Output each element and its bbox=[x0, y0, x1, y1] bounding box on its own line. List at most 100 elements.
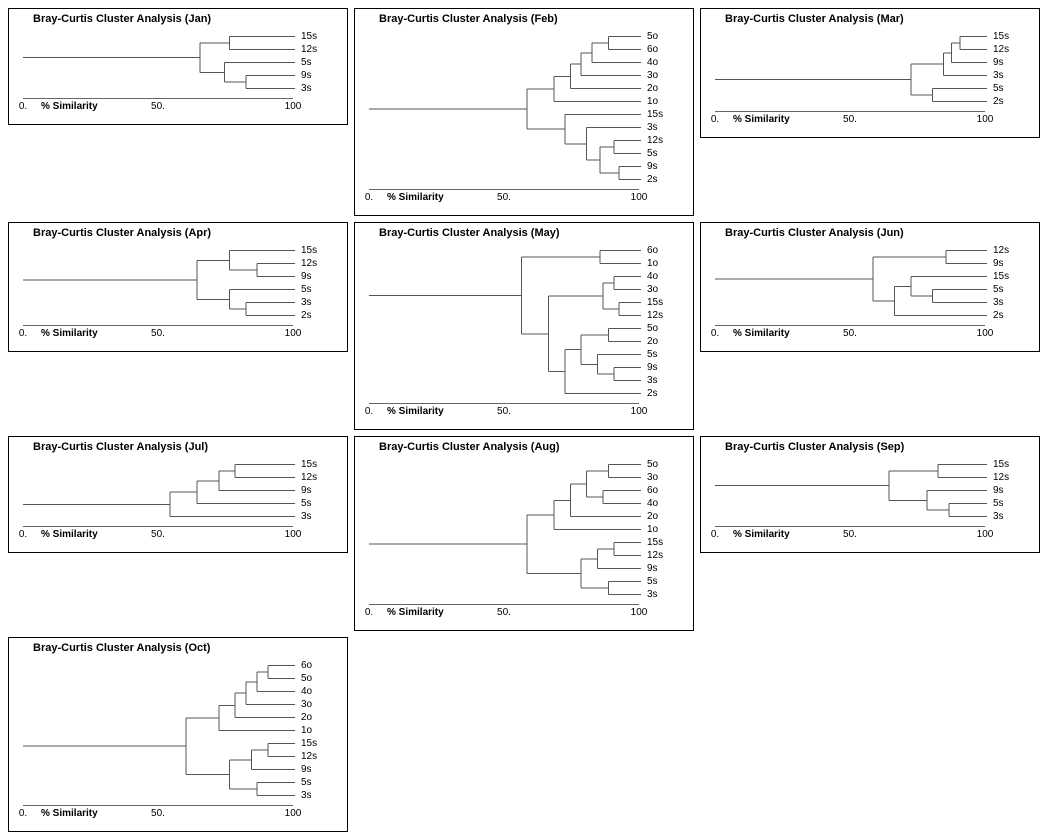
panel-title: Bray-Curtis Cluster Analysis (Jul) bbox=[33, 441, 208, 453]
axis-line bbox=[715, 526, 985, 527]
leaf-label: 5s bbox=[301, 284, 312, 295]
leaf-label: 15s bbox=[647, 537, 663, 548]
panel-title: Bray-Curtis Cluster Analysis (Mar) bbox=[725, 13, 904, 25]
axis-tick: 0. bbox=[19, 808, 27, 819]
plot-area: 15s12s9s5s3s bbox=[715, 455, 985, 526]
axis-tick: 0. bbox=[19, 101, 27, 112]
axis-line bbox=[23, 526, 293, 527]
leaf-label: 1o bbox=[647, 96, 658, 107]
axis-tick: 50. bbox=[151, 101, 165, 112]
leaf-label: 6o bbox=[301, 660, 312, 671]
dendrogram-panel: Bray-Curtis Cluster Analysis (Apr)15s12s… bbox=[8, 222, 348, 352]
axis-tick: 0. bbox=[711, 328, 719, 339]
leaf-label: 3s bbox=[301, 297, 312, 308]
axis-line bbox=[715, 111, 985, 112]
leaf-label: 12s bbox=[301, 472, 317, 483]
axis-tick: 100 bbox=[977, 529, 994, 540]
axis-line bbox=[23, 325, 293, 326]
plot-area: 5o6o4o3o2o1o15s3s12s5s9s2s bbox=[369, 27, 639, 189]
dendrogram-svg bbox=[23, 656, 295, 805]
axis: 0.50.100% Similarity bbox=[369, 403, 639, 423]
dendrogram-panel: Bray-Curtis Cluster Analysis (May)6o1o4o… bbox=[354, 222, 694, 430]
leaf-label: 12s bbox=[993, 472, 1009, 483]
dendrogram-svg bbox=[369, 455, 641, 604]
leaf-label: 2o bbox=[647, 83, 658, 94]
dendrogram-panel: Bray-Curtis Cluster Analysis (Jan) 15s12s… bbox=[8, 8, 348, 125]
leaf-label: 1o bbox=[647, 524, 658, 535]
axis-line bbox=[369, 604, 639, 605]
leaf-label: 12s bbox=[301, 44, 317, 55]
leaf-label: 5s bbox=[993, 284, 1004, 295]
plot-area: 6o5o4o3o2o1o15s12s9s5s3s bbox=[23, 656, 293, 805]
axis-tick: 100 bbox=[631, 192, 648, 203]
axis-tick: 50. bbox=[151, 808, 165, 819]
panel-title: Bray-Curtis Cluster Analysis (Jan) bbox=[33, 13, 211, 25]
axis-label: % Similarity bbox=[41, 529, 98, 540]
leaf-label: 4o bbox=[647, 271, 658, 282]
panel-title: Bray-Curtis Cluster Analysis (Sep) bbox=[725, 441, 904, 453]
dendrogram-svg bbox=[369, 27, 641, 189]
axis: 0.50.100% Similarity bbox=[23, 98, 293, 118]
leaf-label: 4o bbox=[647, 57, 658, 68]
leaf-label: 6o bbox=[647, 245, 658, 256]
axis: 0.50.100% Similarity bbox=[715, 325, 985, 345]
leaf-label: 5s bbox=[993, 498, 1004, 509]
leaf-label: 3s bbox=[647, 375, 658, 386]
leaf-label: 3s bbox=[301, 790, 312, 801]
axis-tick: 0. bbox=[365, 607, 373, 618]
leaf-label: 15s bbox=[647, 297, 663, 308]
leaf-label: 5s bbox=[301, 57, 312, 68]
dendrogram-grid: Bray-Curtis Cluster Analysis (Jan)15s12s… bbox=[8, 8, 1038, 832]
plot-area: 15s12s5s9s3s bbox=[23, 27, 293, 98]
dendrogram-panel: Bray-Curtis Cluster Analysis (Sep) 15s12s… bbox=[700, 436, 1040, 553]
plot-area: 15s12s9s5s3s bbox=[23, 455, 293, 526]
axis-tick: 0. bbox=[711, 114, 719, 125]
panel-title: Bray-Curtis Cluster Analysis (Jun) bbox=[725, 227, 904, 239]
leaf-label: 9s bbox=[993, 57, 1004, 68]
axis-label: % Similarity bbox=[41, 808, 98, 819]
leaf-label: 2o bbox=[301, 712, 312, 723]
leaf-label: 6o bbox=[647, 44, 658, 55]
leaf-label: 9s bbox=[647, 563, 658, 574]
leaf-label: 12s bbox=[993, 245, 1009, 256]
leaf-label: 12s bbox=[993, 44, 1009, 55]
leaf-label: 5o bbox=[647, 459, 658, 470]
axis-tick: 0. bbox=[19, 529, 27, 540]
leaf-label: 2s bbox=[993, 310, 1004, 321]
axis-tick: 100 bbox=[285, 808, 302, 819]
axis: 0.50.100% Similarity bbox=[369, 604, 639, 624]
leaf-label: 2o bbox=[647, 336, 658, 347]
leaf-label: 2s bbox=[647, 388, 658, 399]
axis-label: % Similarity bbox=[387, 192, 444, 203]
leaf-label: 6o bbox=[647, 485, 658, 496]
axis-tick: 100 bbox=[631, 607, 648, 618]
dendrogram-svg bbox=[23, 455, 295, 526]
leaf-label: 15s bbox=[301, 738, 317, 749]
axis-tick: 50. bbox=[843, 114, 857, 125]
leaf-label: 3s bbox=[301, 83, 312, 94]
plot-area: 5o3o6o4o2o1o15s12s9s5s3s bbox=[369, 455, 639, 604]
axis-line bbox=[23, 805, 293, 806]
plot-area: 15s12s9s3s5s2s bbox=[715, 27, 985, 111]
axis-tick: 0. bbox=[365, 406, 373, 417]
leaf-label: 3s bbox=[993, 297, 1004, 308]
leaf-label: 9s bbox=[301, 271, 312, 282]
axis-line bbox=[715, 325, 985, 326]
axis-tick: 50. bbox=[151, 328, 165, 339]
leaf-label: 3o bbox=[647, 70, 658, 81]
leaf-label: 3s bbox=[647, 122, 658, 133]
axis-label: % Similarity bbox=[387, 406, 444, 417]
axis-label: % Similarity bbox=[41, 101, 98, 112]
axis-label: % Similarity bbox=[733, 529, 790, 540]
panel-title: Bray-Curtis Cluster Analysis (Apr) bbox=[33, 227, 211, 239]
leaf-label: 5o bbox=[301, 673, 312, 684]
axis: 0.50.100% Similarity bbox=[715, 526, 985, 546]
leaf-label: 9s bbox=[301, 764, 312, 775]
axis-label: % Similarity bbox=[387, 607, 444, 618]
panel-title: Bray-Curtis Cluster Analysis (Oct) bbox=[33, 642, 210, 654]
dendrogram-svg bbox=[715, 455, 987, 526]
leaf-label: 12s bbox=[647, 135, 663, 146]
leaf-label: 2s bbox=[301, 310, 312, 321]
dendrogram-svg bbox=[23, 241, 295, 325]
leaf-label: 3s bbox=[993, 70, 1004, 81]
